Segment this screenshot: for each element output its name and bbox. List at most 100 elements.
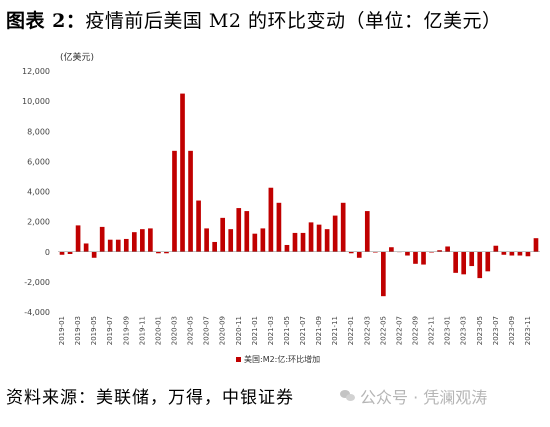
bar <box>67 251 73 255</box>
bar <box>276 202 282 252</box>
source-note: 资料来源：美联储，万得，中银证券 <box>6 388 294 408</box>
bar <box>123 238 129 252</box>
bar <box>421 251 426 265</box>
figure-title: 图表 2：疫情前后美国 M2 的环比变动（单位：亿美元） <box>6 6 501 33</box>
figure-title-text: 疫情前后美国 M2 的环比变动（单位：亿美元） <box>85 10 502 32</box>
watermark: 公众号 · 凭澜观涛 <box>340 384 487 408</box>
x-tick-label: 2019-11 <box>138 316 146 345</box>
y-axis-ticks: -4,000 -2,000 0 2,000 4,000 6,000 8,000 10,000 1… <box>22 67 50 317</box>
bar <box>405 251 410 256</box>
x-tick-label: 2020-09 <box>219 316 227 345</box>
bar <box>413 251 418 264</box>
bar <box>220 217 226 252</box>
x-tick-label: 2020-03 <box>170 316 178 345</box>
bar <box>204 228 209 252</box>
bar <box>244 211 250 252</box>
bar <box>372 251 378 253</box>
bar <box>188 150 193 252</box>
x-tick-label: 2023-09 <box>508 316 516 345</box>
bar <box>517 251 523 256</box>
bar <box>228 229 234 252</box>
legend: 美国:M2:亿:环比增加 <box>236 354 320 364</box>
bar <box>525 251 531 257</box>
x-tick-label: 2019-03 <box>74 316 82 345</box>
x-tick-label: 2022-07 <box>395 316 403 345</box>
bar <box>429 251 434 253</box>
x-tick-label: 2021-01 <box>251 316 259 345</box>
bar <box>332 215 338 252</box>
wechat-icon <box>340 389 356 403</box>
x-tick-label: 2022-11 <box>428 316 436 345</box>
bar <box>316 224 322 252</box>
x-tick-label: 2022-01 <box>347 316 355 345</box>
bar <box>260 228 266 252</box>
bar <box>140 229 145 252</box>
bar <box>437 250 442 252</box>
bar <box>292 232 298 252</box>
bar <box>381 251 386 297</box>
bar <box>148 228 153 252</box>
y-tick-label: 6,000 <box>27 157 50 166</box>
bar <box>356 251 362 258</box>
bar <box>461 251 467 275</box>
bar <box>212 241 217 252</box>
bar <box>477 251 483 279</box>
bar <box>469 251 475 267</box>
watermark-text: 公众号 · 凭澜观涛 <box>360 388 488 407</box>
legend-label: 美国:M2:亿:环比增加 <box>244 354 320 364</box>
bar <box>340 202 346 252</box>
x-tick-label: 2022-09 <box>411 316 419 345</box>
bar <box>75 225 81 252</box>
y-tick-label: 12,000 <box>22 67 50 76</box>
y-tick-label: 8,000 <box>27 127 50 136</box>
x-tick-label: 2023-03 <box>460 316 468 345</box>
bar <box>59 251 65 255</box>
x-tick-label: 2023-11 <box>524 316 532 345</box>
bar <box>107 239 113 252</box>
x-tick-label: 2021-09 <box>315 316 323 345</box>
bar <box>284 244 290 252</box>
bar <box>91 251 97 258</box>
x-tick-label: 2019-05 <box>90 316 98 345</box>
y-tick-label: -4,000 <box>24 308 50 317</box>
bar <box>252 233 258 252</box>
bar <box>509 251 515 256</box>
x-tick-label: 2019-01 <box>58 316 66 345</box>
x-tick-label: 2020-07 <box>203 316 211 345</box>
bar <box>180 93 185 252</box>
y-tick-label: 4,000 <box>27 188 50 197</box>
x-tick-label: 2020-11 <box>235 316 243 345</box>
x-tick-label: 2023-05 <box>476 316 484 345</box>
bar <box>131 232 137 252</box>
y-tick-label: -2,000 <box>24 278 50 287</box>
x-tick-label: 2021-11 <box>331 316 339 345</box>
x-tick-label: 2023-07 <box>492 316 500 345</box>
x-tick-label: 2022-03 <box>363 316 371 345</box>
bar <box>533 238 539 252</box>
x-tick-label: 2019-09 <box>122 316 130 345</box>
bar <box>308 222 314 252</box>
legend-swatch <box>236 357 241 362</box>
bar <box>445 246 450 252</box>
y-unit-label: (亿美元) <box>60 51 94 63</box>
bar <box>99 226 105 252</box>
x-tick-label: 2021-05 <box>283 316 291 345</box>
bar-series <box>59 93 539 297</box>
x-tick-label: 2020-01 <box>154 316 162 345</box>
bar <box>268 187 274 252</box>
x-tick-label: 2022-05 <box>379 316 387 345</box>
bar <box>236 208 242 252</box>
bar <box>453 251 458 273</box>
bar <box>83 243 89 252</box>
x-tick-label: 2019-07 <box>106 316 114 345</box>
bar <box>501 251 507 255</box>
x-tick-label: 2023-01 <box>444 316 452 345</box>
bar <box>196 200 201 252</box>
bar <box>156 251 161 254</box>
figure-title-lead: 图表 2： <box>6 10 86 32</box>
bar <box>493 245 499 252</box>
y-tick-label: 0 <box>45 248 50 257</box>
y-tick-label: 10,000 <box>22 97 50 106</box>
bar <box>164 251 169 254</box>
